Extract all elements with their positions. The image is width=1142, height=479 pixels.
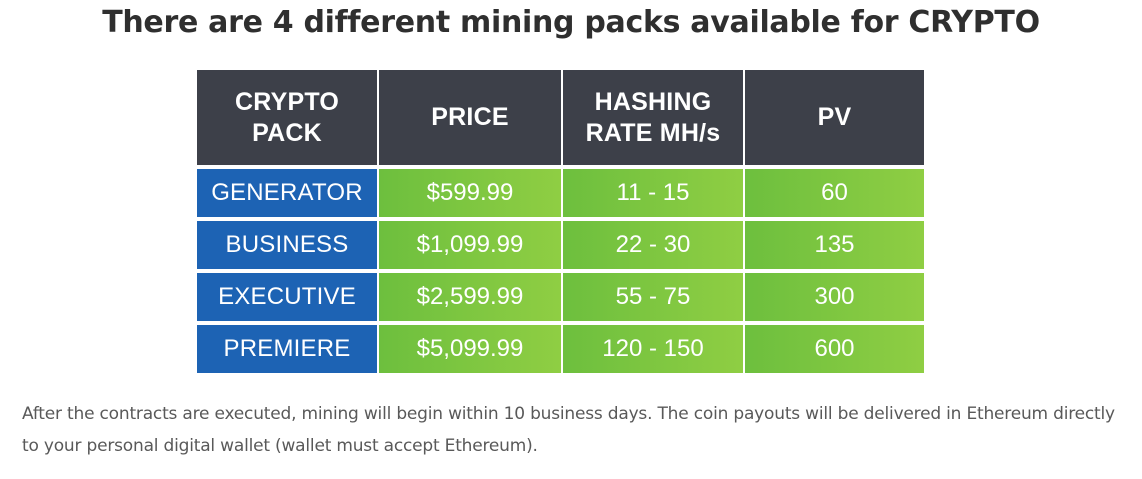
contract-note: After the contracts are executed, mining… bbox=[22, 404, 1115, 456]
hashing-rate-executive: 55 - 75 bbox=[563, 273, 743, 321]
pv-executive: 300 bbox=[745, 273, 924, 321]
pv-premiere: 600 bbox=[745, 325, 924, 373]
pv-business: 135 bbox=[745, 221, 924, 269]
pack-name-executive: EXECUTIVE bbox=[197, 273, 377, 321]
pack-name-business: BUSINESS bbox=[197, 221, 377, 269]
header-hashing-rate: HASHING RATE MH/s bbox=[563, 70, 743, 165]
pack-name-premiere: PREMIERE bbox=[197, 325, 377, 373]
hashing-rate-generator: 11 - 15 bbox=[563, 169, 743, 217]
price-generator: $599.99 bbox=[379, 169, 561, 217]
hashing-rate-premiere: 120 - 150 bbox=[563, 325, 743, 373]
pv-generator: 60 bbox=[745, 169, 924, 217]
pack-name-generator: GENERATOR bbox=[197, 169, 377, 217]
header-crypto-pack: CRYPTO PACK bbox=[197, 70, 377, 165]
hashing-rate-business: 22 - 30 bbox=[563, 221, 743, 269]
mining-packs-table: CRYPTO PACK PRICE HASHING RATE MH/s PV G… bbox=[197, 70, 924, 373]
price-premiere: $5,099.99 bbox=[379, 325, 561, 373]
page-title: There are 4 different mining packs avail… bbox=[102, 5, 1040, 40]
price-executive: $2,599.99 bbox=[379, 273, 561, 321]
price-business: $1,099.99 bbox=[379, 221, 561, 269]
header-pv: PV bbox=[745, 70, 924, 165]
header-price: PRICE bbox=[379, 70, 561, 165]
